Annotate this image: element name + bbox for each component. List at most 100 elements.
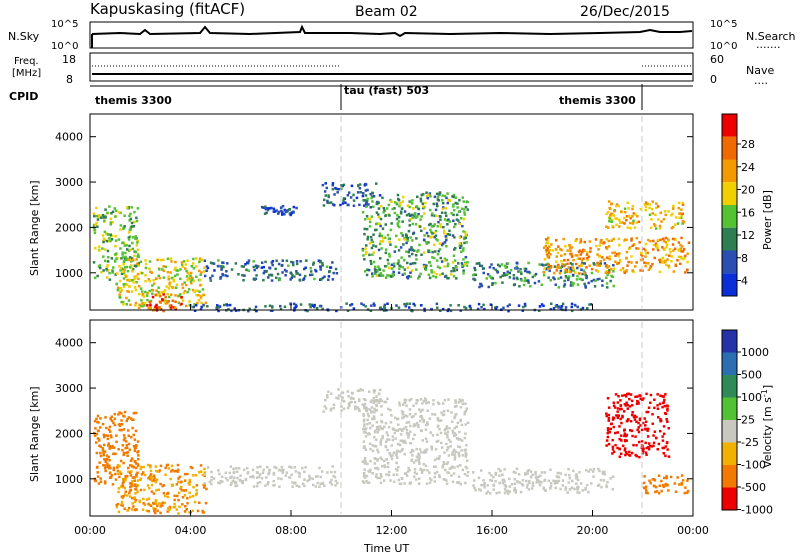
echo-cell	[445, 245, 448, 248]
echo-cell	[462, 258, 465, 261]
echo-cell	[125, 283, 129, 286]
echo-cell	[415, 268, 418, 271]
echo-cell	[126, 278, 129, 282]
echo-cell	[478, 488, 481, 491]
echo-cell	[397, 216, 401, 219]
echo-cell	[352, 199, 356, 202]
echo-cell	[549, 253, 552, 256]
echo-cell	[537, 475, 540, 479]
echo-cell	[568, 247, 572, 250]
echo-cell	[124, 479, 127, 482]
echo-cell	[668, 254, 671, 257]
echo-cell	[619, 268, 622, 272]
echo-cell	[373, 462, 377, 465]
echo-cell	[169, 307, 173, 311]
echo-cell	[599, 241, 602, 244]
echo-cell	[119, 459, 123, 463]
echo-cell	[485, 277, 488, 280]
echo-cell	[272, 484, 275, 487]
echo-cell	[416, 215, 419, 218]
echo-cell	[331, 184, 334, 187]
echo-cell	[180, 296, 183, 299]
echo-cell	[93, 434, 97, 437]
echo-cell	[445, 258, 448, 262]
echo-cell	[119, 269, 122, 272]
echo-cell	[309, 273, 312, 277]
echo-cell	[94, 427, 97, 430]
echo-cell	[434, 465, 437, 469]
echo-cell	[661, 446, 664, 450]
velocity-colorbar-tick: -500	[741, 481, 766, 494]
echo-cell	[332, 403, 336, 406]
echo-cell	[513, 487, 516, 490]
echo-cell	[513, 482, 517, 486]
echo-cell	[560, 265, 564, 268]
echo-cell	[304, 266, 307, 269]
echo-cell	[159, 308, 163, 311]
echo-cell	[390, 200, 393, 204]
echo-cell	[461, 402, 465, 405]
velocity-echo-cells	[93, 388, 690, 515]
echo-cell	[360, 302, 363, 305]
echo-cell	[642, 397, 645, 400]
echo-cell	[438, 193, 441, 196]
echo-cell	[433, 480, 436, 483]
echo-cell	[358, 409, 361, 412]
echo-cell	[140, 305, 143, 308]
echo-cell	[584, 273, 587, 277]
echo-cell	[245, 268, 248, 272]
echo-cell	[395, 461, 398, 465]
echo-cell	[428, 192, 432, 195]
echo-cell	[624, 438, 627, 442]
echo-cell	[361, 480, 365, 483]
echo-cell	[132, 412, 136, 415]
echo-cell	[324, 182, 327, 185]
echo-cell	[384, 465, 387, 469]
echo-cell	[201, 294, 204, 297]
echo-cell	[109, 221, 113, 224]
echo-cell	[103, 219, 106, 222]
echo-cell	[389, 479, 392, 482]
echo-cell	[575, 278, 579, 281]
echo-cell	[436, 439, 440, 443]
echo-cell	[319, 304, 323, 308]
echo-cell	[122, 478, 126, 481]
echo-cell	[575, 482, 578, 485]
echo-cell	[141, 508, 145, 511]
echo-cell	[289, 212, 293, 216]
echo-cell	[131, 426, 134, 430]
echo-cell	[193, 500, 197, 504]
echo-cell	[169, 293, 173, 296]
echo-cell	[180, 485, 183, 489]
echo-cell	[210, 475, 213, 479]
echo-cell	[508, 477, 511, 481]
echo-cell	[167, 287, 171, 290]
echo-cell	[135, 262, 139, 265]
echo-cell	[166, 491, 170, 495]
echo-cell	[341, 391, 344, 394]
echo-cell	[283, 305, 287, 308]
echo-cell	[116, 466, 119, 469]
echo-cell	[651, 478, 654, 481]
echo-cell	[129, 495, 132, 498]
echo-cell	[607, 442, 611, 446]
echo-cell	[126, 494, 129, 497]
echo-cell	[410, 458, 414, 462]
echo-cell	[436, 204, 439, 208]
echo-cell	[635, 415, 638, 419]
echo-cell	[612, 450, 616, 454]
echo-cell	[200, 305, 203, 309]
echo-cell	[545, 268, 548, 271]
echo-cell	[576, 478, 580, 482]
echo-cell	[159, 502, 163, 506]
echo-cell	[303, 267, 306, 271]
echo-cell	[666, 409, 669, 412]
echo-cell	[340, 184, 343, 187]
echo-cell	[655, 436, 658, 440]
velocity-ytick-label: 3000	[55, 382, 83, 395]
echo-cell	[430, 230, 433, 234]
echo-cell	[463, 236, 466, 239]
echo-cell	[466, 200, 469, 204]
echo-cell	[186, 277, 190, 280]
echo-cell	[149, 473, 153, 476]
